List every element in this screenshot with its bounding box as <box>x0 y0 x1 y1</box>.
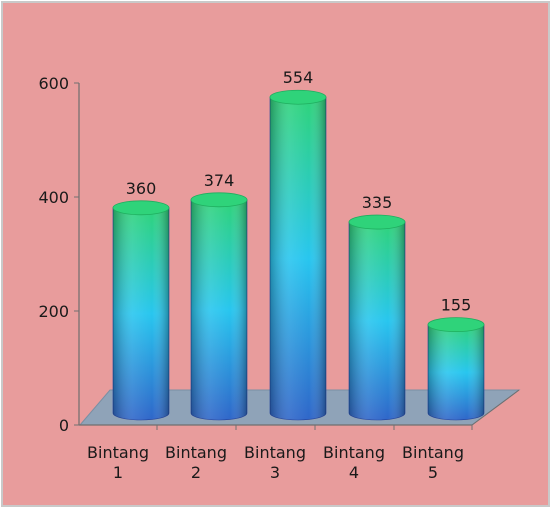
x-tick-label: Bintang 1 <box>87 443 149 482</box>
x-tick-label: Bintang 5 <box>402 443 464 482</box>
data-label: 554 <box>283 68 314 87</box>
x-tick-label: Bintang 2 <box>165 443 227 482</box>
y-tick-label: 600 <box>38 74 69 93</box>
y-tick-label: 0 <box>59 416 69 435</box>
data-label: 360 <box>126 179 157 198</box>
bar-top-cap <box>348 214 406 230</box>
bar-cylinder <box>427 317 485 421</box>
y-tick-label: 400 <box>38 188 69 207</box>
bar-cylinder <box>112 200 170 421</box>
bar-shading <box>270 97 326 420</box>
bar-shading <box>191 199 247 420</box>
bar-top-cap <box>112 200 170 216</box>
bar-cylinder <box>190 192 248 421</box>
floor-edge-line <box>471 389 520 426</box>
data-label: 155 <box>441 296 472 315</box>
data-label: 335 <box>362 193 393 212</box>
y-tick-label: 200 <box>38 302 69 321</box>
bar-top-cap <box>427 317 485 333</box>
data-label: 374 <box>204 171 235 190</box>
x-tick-label: Bintang 4 <box>323 443 385 482</box>
bar-cylinder <box>269 89 327 421</box>
x-tick-label: Bintang 3 <box>244 443 306 482</box>
bar-cylinder <box>348 214 406 421</box>
bar-shading <box>428 324 484 420</box>
bar-shading <box>349 222 405 420</box>
bar-shading <box>113 207 169 420</box>
bar-top-cap <box>190 192 248 208</box>
bar-top-cap <box>269 89 327 105</box>
